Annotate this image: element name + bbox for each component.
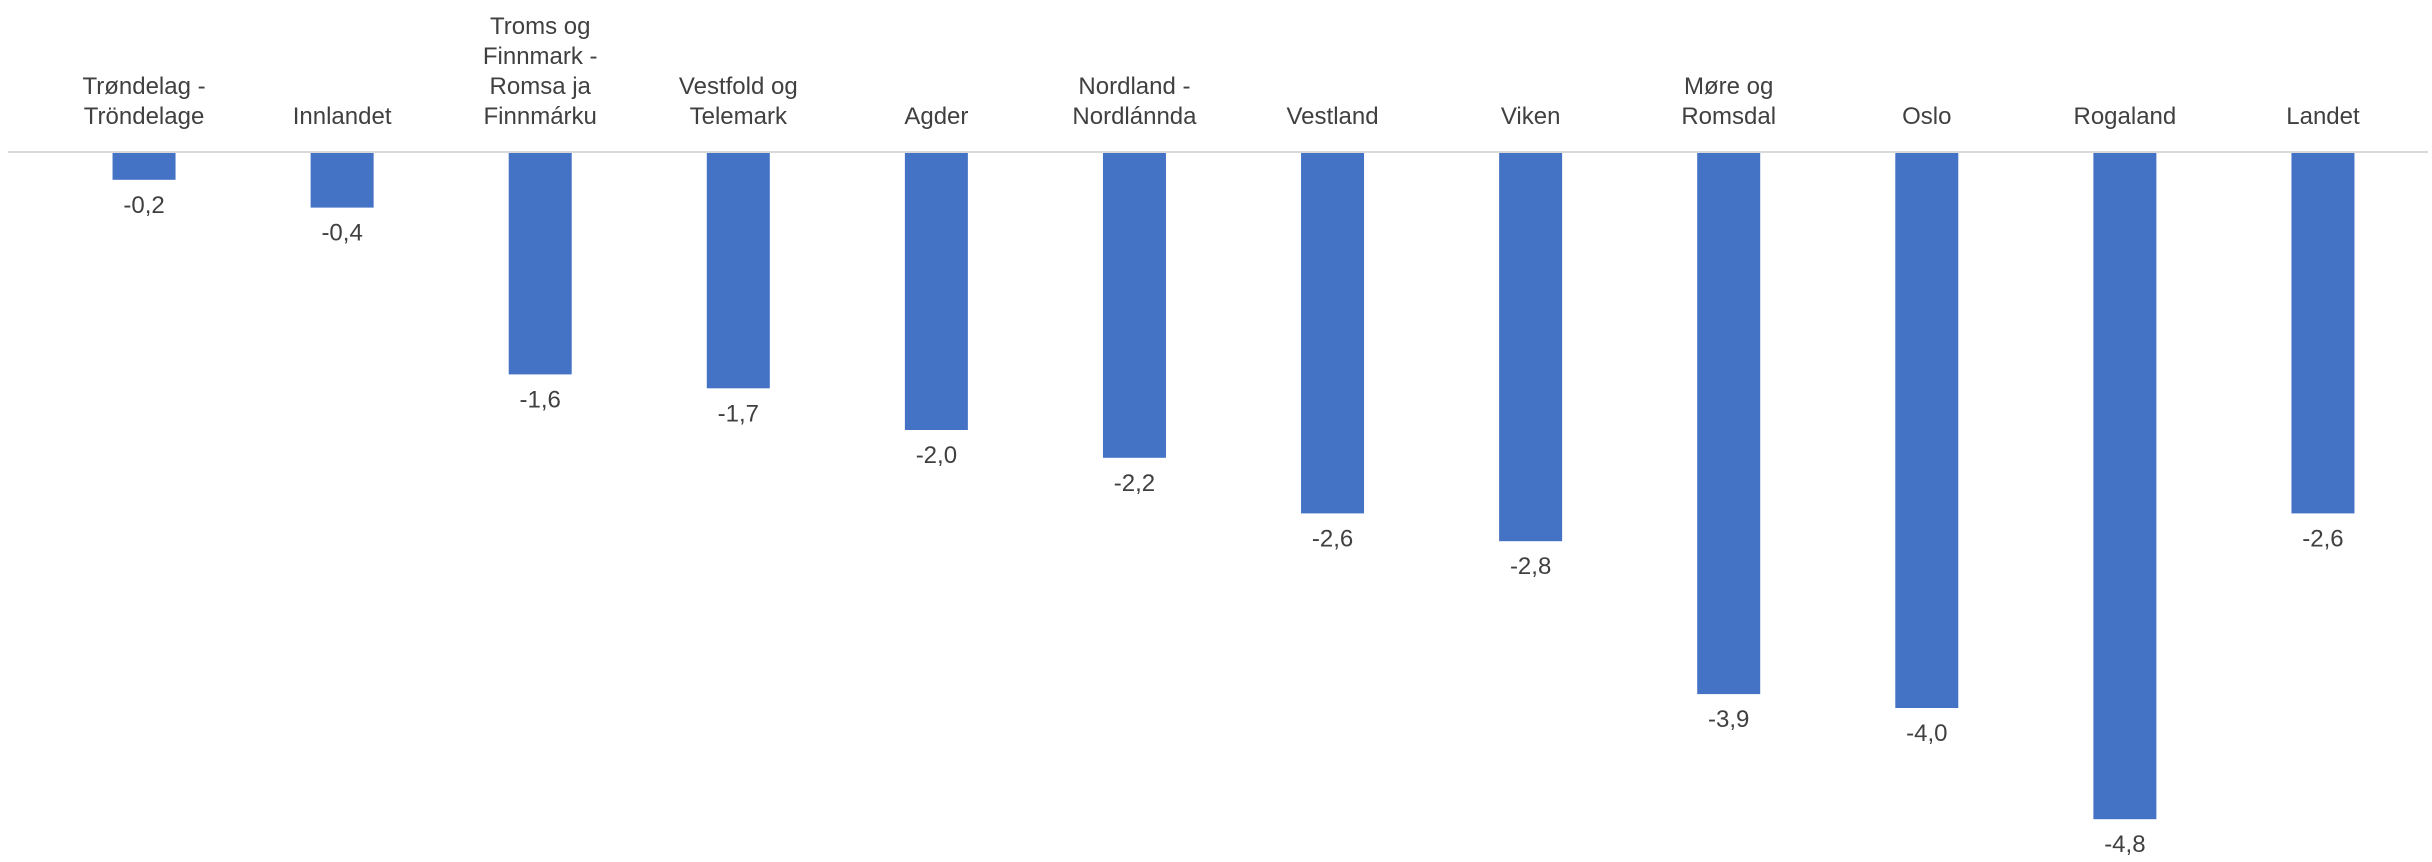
category-label-line: Møre og bbox=[1684, 73, 1773, 100]
value-label-1: -0,4 bbox=[321, 220, 362, 247]
bar-10 bbox=[2093, 152, 2157, 820]
value-label-7: -2,8 bbox=[1510, 553, 1551, 580]
value-label-6: -2,6 bbox=[1312, 525, 1353, 552]
category-label-2: Troms og Finnmark - Romsa ja Finnmárku bbox=[483, 13, 598, 130]
category-label-line: Vestfold og bbox=[679, 73, 798, 100]
category-labels-group: Trøndelag - Tröndelage Innlandet Troms og Fi… bbox=[82, 13, 2360, 130]
value-labels-group: -0,2 -0,4 -1,6 -1,7 -2,0 -2,2 -2,6 -2,8 -3,9 -4,0… bbox=[123, 192, 2343, 858]
category-label-line: Tröndelage bbox=[84, 103, 205, 130]
category-label-line: Telemark bbox=[690, 103, 788, 130]
category-label-line: Romsa ja bbox=[490, 73, 592, 100]
category-label-line: Nordlánnda bbox=[1072, 103, 1197, 130]
category-label-line: Oslo bbox=[1902, 103, 1951, 130]
category-label-1: Innlandet bbox=[293, 103, 392, 130]
bar-3 bbox=[706, 152, 770, 389]
category-label-line: Troms og bbox=[490, 13, 590, 40]
value-label-4: -2,0 bbox=[916, 442, 957, 469]
category-label-10: Rogaland bbox=[2074, 103, 2177, 130]
value-label-10: -4,8 bbox=[2104, 831, 2145, 858]
bar-5 bbox=[1102, 152, 1166, 458]
category-label-3: Vestfold og Telemark bbox=[679, 73, 798, 130]
category-label-line: Finnmárku bbox=[484, 103, 597, 130]
category-label-line: Landet bbox=[2286, 103, 2360, 130]
category-label-5: Nordland - Nordlánnda bbox=[1072, 73, 1197, 130]
value-label-8: -3,9 bbox=[1708, 706, 1749, 733]
category-label-0: Trøndelag - Tröndelage bbox=[82, 73, 205, 130]
category-label-line: Innlandet bbox=[293, 103, 392, 130]
category-label-9: Oslo bbox=[1902, 103, 1951, 130]
category-label-7: Viken bbox=[1501, 103, 1561, 130]
category-label-4: Agder bbox=[904, 103, 968, 130]
value-label-0: -0,2 bbox=[123, 192, 164, 219]
category-label-line: Agder bbox=[904, 103, 968, 130]
bar-2 bbox=[508, 152, 572, 375]
bar-8 bbox=[1697, 152, 1761, 695]
category-label-line: Romsdal bbox=[1681, 103, 1776, 130]
value-label-5: -2,2 bbox=[1114, 470, 1155, 497]
value-label-2: -1,6 bbox=[520, 386, 561, 413]
category-label-6: Vestland bbox=[1287, 103, 1379, 130]
category-label-line: Finnmark - bbox=[483, 43, 598, 70]
bar-0 bbox=[112, 152, 176, 180]
category-label-line: Viken bbox=[1501, 103, 1561, 130]
category-label-line: Trøndelag - bbox=[82, 73, 205, 100]
bar-11 bbox=[2291, 152, 2355, 514]
value-label-3: -1,7 bbox=[718, 400, 759, 427]
bar-6 bbox=[1301, 152, 1365, 514]
bar-7 bbox=[1499, 152, 1563, 542]
bars-group bbox=[112, 152, 2355, 820]
category-label-line: Nordland - bbox=[1078, 73, 1190, 100]
bar-1 bbox=[310, 152, 374, 208]
category-label-11: Landet bbox=[2286, 103, 2360, 130]
category-label-line: Vestland bbox=[1287, 103, 1379, 130]
category-label-line: Rogaland bbox=[2074, 103, 2177, 130]
bar-9 bbox=[1895, 152, 1959, 708]
bar-4 bbox=[904, 152, 968, 430]
category-label-8: Møre og Romsdal bbox=[1681, 73, 1776, 130]
value-label-11: -2,6 bbox=[2302, 525, 2343, 552]
value-label-9: -4,0 bbox=[1906, 720, 1947, 747]
